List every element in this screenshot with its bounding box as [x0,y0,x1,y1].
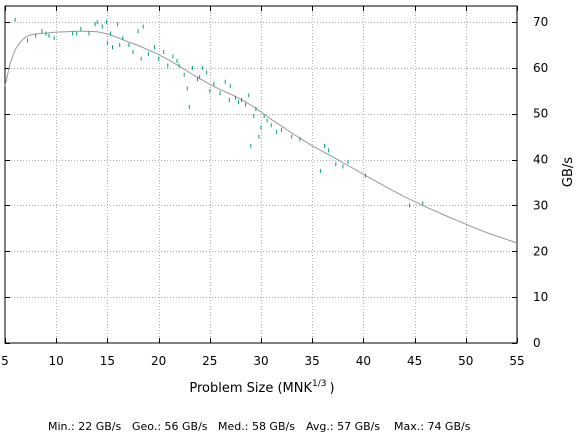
x-tick-label: 30 [253,354,268,368]
stat-geo: Geo.: 56 GB/s [132,420,208,433]
y-tick-label: 50 [533,107,548,121]
fit-curve [4,30,518,244]
x-tick-label: 20 [151,354,166,368]
y-tick-label: 40 [533,153,548,167]
x-tick-label: 35 [305,354,320,368]
stat-avg: Avg.: 57 GB/s [306,420,380,433]
stat-max: Max.: 74 GB/s [394,420,471,433]
stat-min: Min.: 22 GB/s [48,420,121,433]
x-tick-label: 40 [356,354,371,368]
x-axis-title: Problem Size (MNK1/3) [189,379,334,396]
y-tick-label: 60 [533,61,548,75]
x-tick-label: 55 [509,354,524,368]
y-tick-label: 10 [533,290,548,304]
x-tick-labels: 5 10 15 20 25 30 35 40 45 50 55 [1,354,524,368]
x-tick-label: 45 [407,354,422,368]
y-tick-label: 0 [533,336,541,350]
y-tick-labels: 0 10 20 30 40 50 60 70 [533,15,548,350]
x-tick-label: 5 [1,354,9,368]
y-axis-title: GB/s [561,157,576,187]
y-tick-label: 30 [533,198,548,212]
grid [5,6,517,343]
x-tick-label: 10 [49,354,64,368]
stat-med: Med.: 58 GB/s [218,420,295,433]
axis-ticks [5,6,518,344]
y-tick-label: 70 [533,15,548,29]
x-tick-label: 50 [458,354,473,368]
stats-footer: Min.: 22 GB/s Geo.: 56 GB/s Med.: 58 GB/… [48,420,471,433]
x-tick-label: 15 [100,354,115,368]
data-points [14,17,424,208]
x-tick-label: 25 [202,354,217,368]
y-tick-label: 20 [533,244,548,258]
